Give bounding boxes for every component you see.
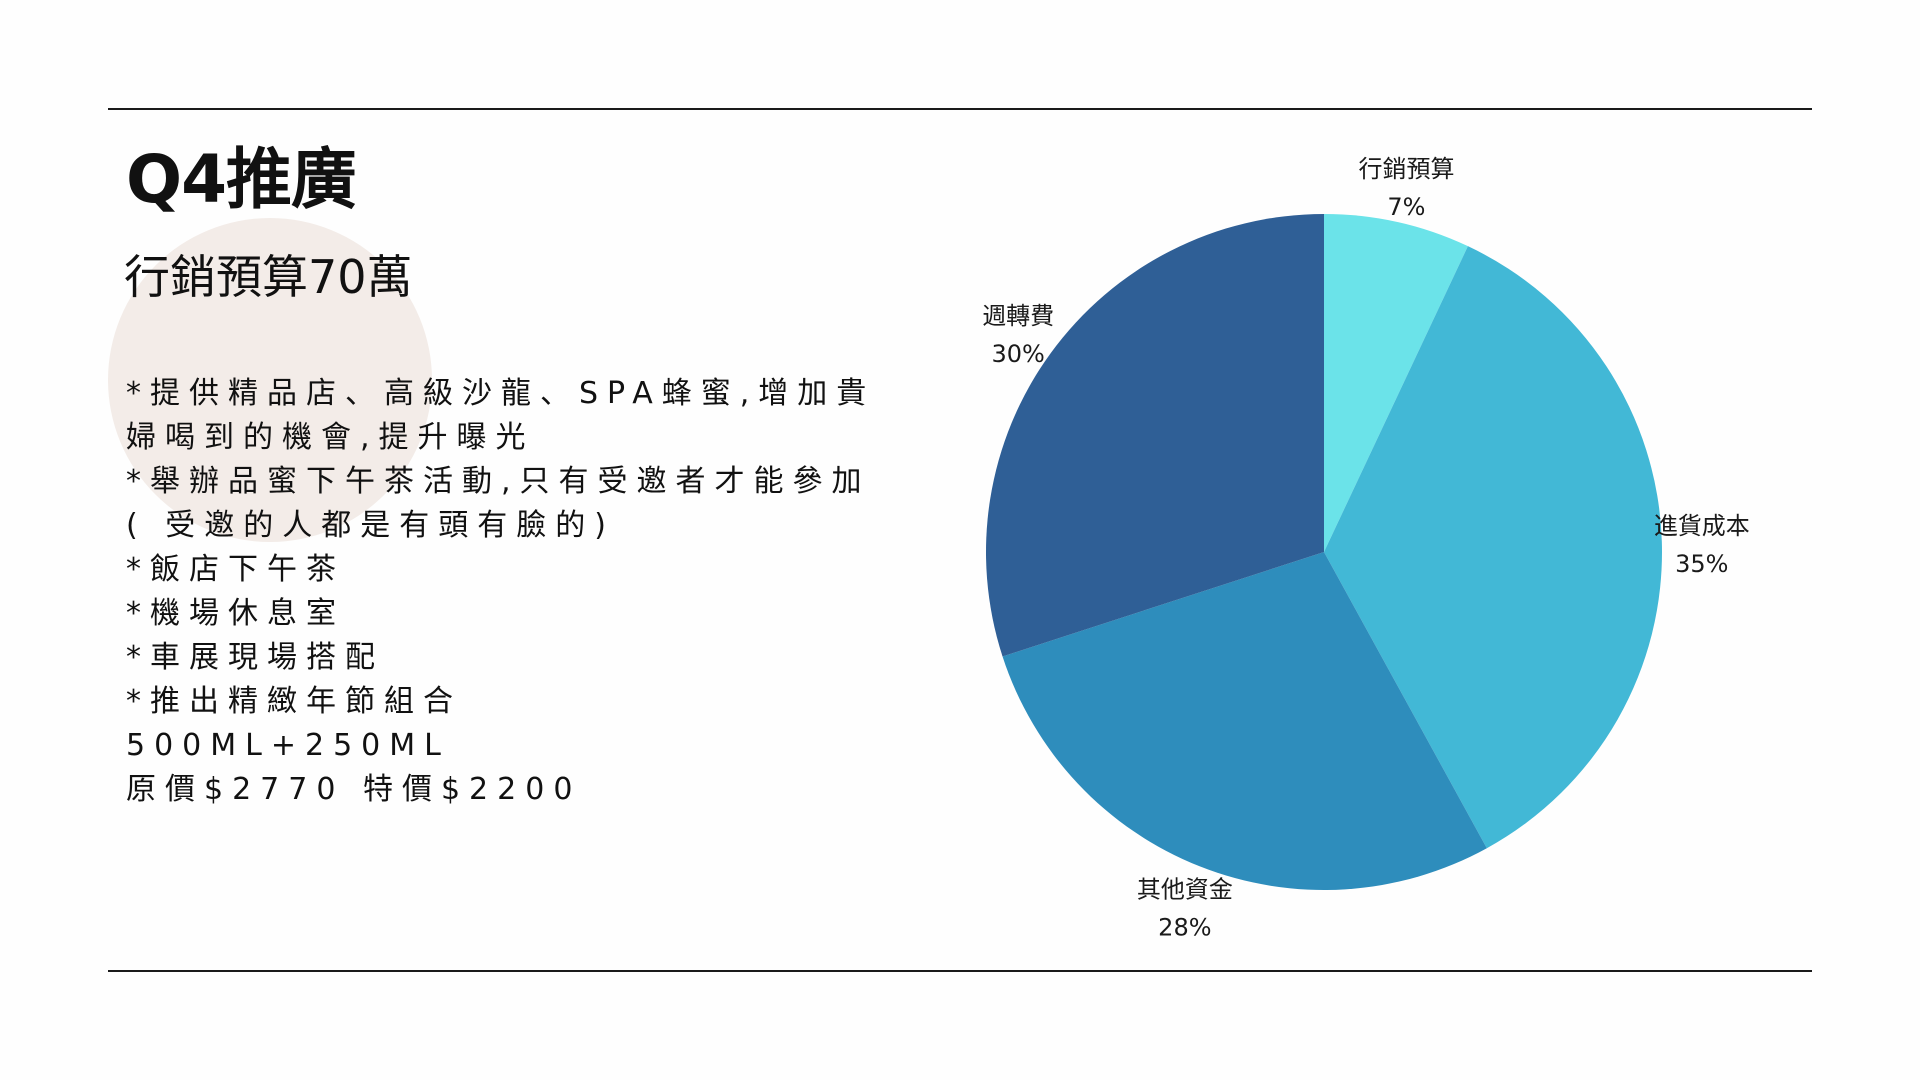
body-line: *機場休息室 [126,596,345,631]
slide-title: Q4推廣 [126,141,357,218]
pie-slice-percent: 30% [992,340,1045,368]
bottom-divider [108,970,1812,972]
top-divider [108,108,1812,110]
pie-slice-label: 行銷預算 [1358,155,1454,183]
body-line: 500ML+250ML [126,728,450,763]
body-line: *車展現場搭配 [126,640,384,675]
pie-slice-2 [1002,552,1487,890]
body-line: 原價$2770 特價$2200 [126,772,582,807]
body-line: *飯店下午茶 [126,552,345,587]
body-line: *提供精品店、高級沙龍、SPA蜂蜜,增加貴 [126,376,876,411]
body-text: *提供精品店、高級沙龍、SPA蜂蜜,增加貴 婦喝到的機會,提升曝光 *舉辦品蜜下… [126,372,926,812]
body-line: ( 受邀的人都是有頭有臉的) [126,508,615,543]
pie-slice-0 [1324,214,1468,552]
pie-slice-percent: 28% [1158,913,1211,941]
decorative-circle [108,218,432,542]
body-line: *推出精緻年節組合 [126,684,462,719]
pie-slice-1 [1324,246,1662,849]
slide-subtitle: 行銷預算70萬 [124,250,413,304]
pie-slice-percent: 35% [1675,550,1728,578]
body-line: *舉辦品蜜下午茶活動,只有受邀者才能參加 [126,464,871,499]
pie-slice-label: 週轉費 [982,302,1054,330]
pie-slice-percent: 7% [1387,193,1425,221]
pie-slice-label: 其他資金 [1137,875,1233,903]
pie-slice-3 [986,214,1324,657]
pie-slice-label: 進貨成本 [1654,512,1750,540]
body-line: 婦喝到的機會,提升曝光 [126,420,535,455]
